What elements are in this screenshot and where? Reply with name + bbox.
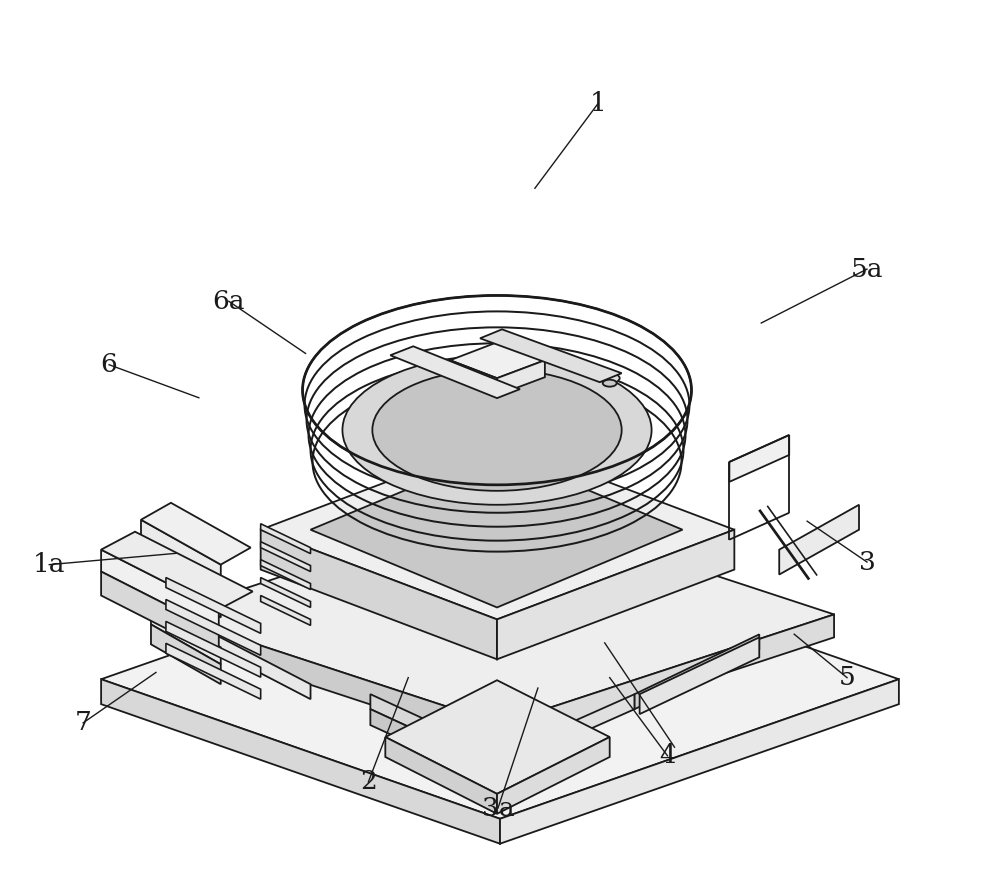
Ellipse shape: [603, 379, 617, 386]
Ellipse shape: [372, 369, 622, 491]
Polygon shape: [101, 571, 219, 655]
Text: 3: 3: [859, 549, 875, 575]
Polygon shape: [101, 679, 500, 844]
Text: 4: 4: [659, 743, 676, 768]
Ellipse shape: [600, 373, 620, 383]
Polygon shape: [497, 360, 545, 395]
Polygon shape: [261, 596, 311, 625]
Polygon shape: [166, 622, 261, 678]
Text: 6: 6: [101, 352, 117, 378]
Polygon shape: [385, 680, 610, 794]
Polygon shape: [450, 360, 497, 395]
Polygon shape: [151, 624, 221, 685]
Text: 6a: 6a: [213, 289, 245, 314]
Polygon shape: [141, 520, 221, 595]
Polygon shape: [166, 644, 261, 699]
Polygon shape: [101, 549, 219, 631]
Polygon shape: [261, 524, 311, 554]
Ellipse shape: [342, 355, 652, 505]
Text: 1: 1: [589, 92, 606, 117]
Polygon shape: [261, 542, 311, 571]
Polygon shape: [390, 346, 520, 399]
Text: 7: 7: [75, 711, 92, 735]
Polygon shape: [500, 694, 635, 769]
Polygon shape: [101, 532, 253, 610]
Polygon shape: [500, 615, 834, 747]
Polygon shape: [166, 577, 261, 633]
Polygon shape: [779, 505, 859, 575]
Polygon shape: [497, 529, 734, 659]
Polygon shape: [500, 679, 899, 844]
Polygon shape: [166, 505, 834, 724]
Polygon shape: [497, 737, 610, 814]
Text: 2: 2: [360, 769, 377, 794]
Polygon shape: [186, 619, 311, 699]
Polygon shape: [370, 709, 500, 785]
Text: 1a: 1a: [33, 552, 66, 577]
Polygon shape: [151, 608, 221, 664]
Polygon shape: [261, 440, 734, 619]
Polygon shape: [370, 694, 500, 769]
Text: 3a: 3a: [482, 795, 514, 821]
Polygon shape: [261, 577, 311, 608]
Polygon shape: [166, 615, 500, 747]
Polygon shape: [101, 540, 899, 819]
Polygon shape: [311, 452, 682, 608]
Polygon shape: [729, 435, 789, 482]
Polygon shape: [261, 529, 497, 659]
Polygon shape: [480, 330, 622, 382]
Text: 5a: 5a: [851, 256, 883, 282]
Polygon shape: [385, 737, 497, 814]
Polygon shape: [450, 343, 545, 378]
Polygon shape: [166, 599, 261, 655]
Polygon shape: [141, 503, 251, 564]
Polygon shape: [635, 634, 759, 709]
Polygon shape: [141, 549, 221, 617]
Text: 5: 5: [839, 665, 855, 690]
Polygon shape: [640, 637, 759, 714]
Polygon shape: [261, 560, 311, 589]
